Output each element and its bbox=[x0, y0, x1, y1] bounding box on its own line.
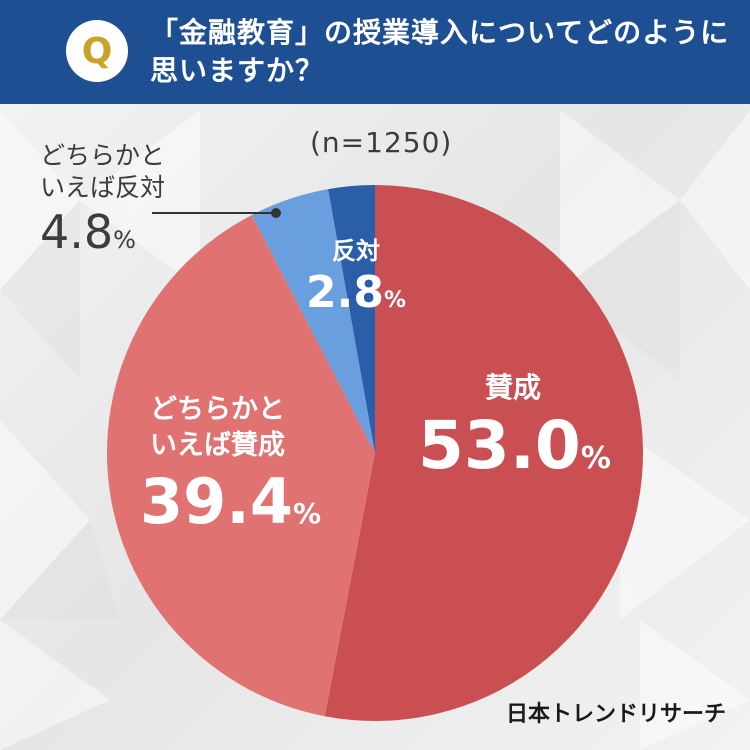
label-disagree: 反対 2.8% bbox=[298, 236, 414, 320]
question-badge: Q bbox=[66, 20, 128, 82]
label-agree: 賛成 53.0% bbox=[418, 370, 611, 486]
question-line-2: 思いますか？ bbox=[150, 54, 325, 87]
label-disagree-value: 2.8 bbox=[306, 267, 384, 318]
question-text: 「金融教育」の授業導入についてどのように 思いますか？ bbox=[150, 14, 730, 90]
label-somewhat-disagree-line2: いえば反対 bbox=[40, 173, 166, 202]
label-somewhat-disagree-line1: どちらかと bbox=[40, 141, 166, 170]
slice-disagree bbox=[328, 185, 375, 453]
label-somewhat-agree-line1: どちらかと bbox=[150, 394, 285, 425]
leader-dot-somewhat-disagree bbox=[271, 208, 281, 218]
label-somewhat-agree-value: 39.4 bbox=[140, 465, 293, 538]
label-agree-name: 賛成 bbox=[484, 371, 541, 404]
label-agree-unit: % bbox=[580, 441, 611, 476]
label-somewhat-agree: どちらかと いえば賛成 39.4% bbox=[140, 392, 350, 540]
label-disagree-unit: % bbox=[383, 288, 406, 313]
question-header: Q 「金融教育」の授業導入についてどのように 思いますか？ bbox=[0, 0, 750, 104]
brand-logo-text: 日本トレンドリサーチ bbox=[505, 702, 726, 727]
label-somewhat-agree-unit: % bbox=[292, 497, 322, 530]
question-line-1: 「金融教育」の授業導入についてどのように bbox=[150, 16, 730, 49]
slice-somewhat-disagree bbox=[251, 189, 375, 453]
slice-agree bbox=[324, 185, 644, 721]
label-disagree-name: 反対 bbox=[332, 237, 380, 265]
label-somewhat-agree-line2: いえば賛成 bbox=[150, 430, 285, 461]
label-somewhat-disagree-unit: % bbox=[113, 226, 136, 254]
slice-somewhat-agree bbox=[107, 214, 376, 717]
label-agree-value: 53.0 bbox=[418, 407, 581, 484]
label-somewhat-disagree: どちらかと いえば反対 4.8% bbox=[40, 140, 190, 260]
sample-size: (n=1250) bbox=[310, 126, 453, 159]
question-badge-letter: Q bbox=[81, 30, 113, 72]
label-somewhat-disagree-value: 4.8 bbox=[40, 205, 114, 259]
